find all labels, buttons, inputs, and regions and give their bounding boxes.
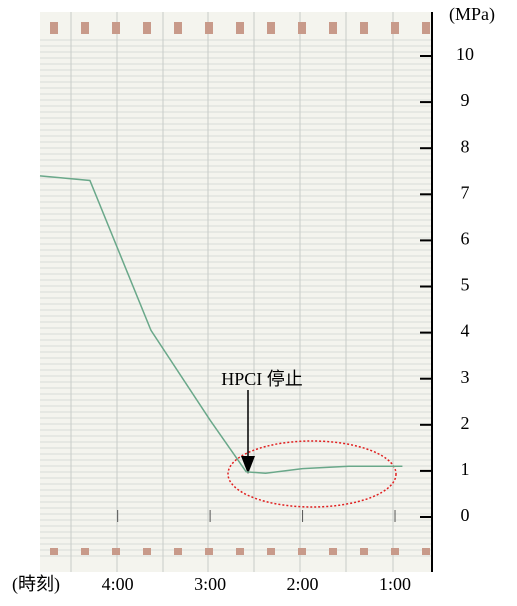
hole bbox=[174, 548, 182, 555]
annotation: HPCI 停止 bbox=[221, 369, 303, 389]
y-tick-label: 3 bbox=[461, 367, 470, 387]
hole bbox=[50, 548, 58, 555]
y-tick-label: 0 bbox=[461, 505, 470, 525]
hole bbox=[267, 548, 275, 555]
hole bbox=[422, 548, 430, 555]
y-axis-label: (MPa) bbox=[449, 4, 495, 25]
hole bbox=[391, 22, 399, 34]
hole bbox=[50, 22, 58, 34]
y-tick-label: 7 bbox=[461, 182, 470, 202]
y-tick-label: 1 bbox=[461, 459, 470, 479]
chart: HPCI 停止 (MPa) (時刻) 0 1 2 3 4 5 6 7 8 9 10 4:00 3:00 2… bbox=[0, 0, 517, 601]
hole bbox=[112, 548, 120, 555]
hole bbox=[174, 22, 182, 34]
hole bbox=[329, 22, 337, 34]
x-tick-label: 4:00 bbox=[102, 574, 134, 594]
hole bbox=[298, 22, 306, 34]
hole bbox=[360, 548, 368, 555]
x-tick-label: 3:00 bbox=[194, 574, 226, 594]
x-tick-label: 2:00 bbox=[287, 574, 319, 594]
hole bbox=[205, 22, 213, 34]
x-axis-label: (時刻) bbox=[12, 574, 60, 595]
hole bbox=[236, 548, 244, 555]
hole bbox=[329, 548, 337, 555]
hole bbox=[143, 548, 151, 555]
hole bbox=[298, 548, 306, 555]
hole bbox=[112, 22, 120, 34]
y-tick-label: 5 bbox=[461, 275, 470, 295]
y-tick-label: 8 bbox=[461, 136, 470, 156]
y-tick-label: 2 bbox=[461, 413, 470, 433]
hole bbox=[267, 22, 275, 34]
x-tick-label: 1:00 bbox=[379, 574, 411, 594]
hole bbox=[236, 22, 244, 34]
hole bbox=[360, 22, 368, 34]
y-tick-label: 6 bbox=[461, 229, 470, 249]
y-tick-label: 10 bbox=[456, 44, 474, 64]
hole bbox=[81, 548, 89, 555]
hole bbox=[205, 548, 213, 555]
hole bbox=[391, 548, 399, 555]
y-tick-label: 4 bbox=[461, 321, 470, 341]
y-tick-label: 9 bbox=[461, 90, 470, 110]
hole bbox=[422, 22, 430, 34]
hole bbox=[81, 22, 89, 34]
hole bbox=[143, 22, 151, 34]
